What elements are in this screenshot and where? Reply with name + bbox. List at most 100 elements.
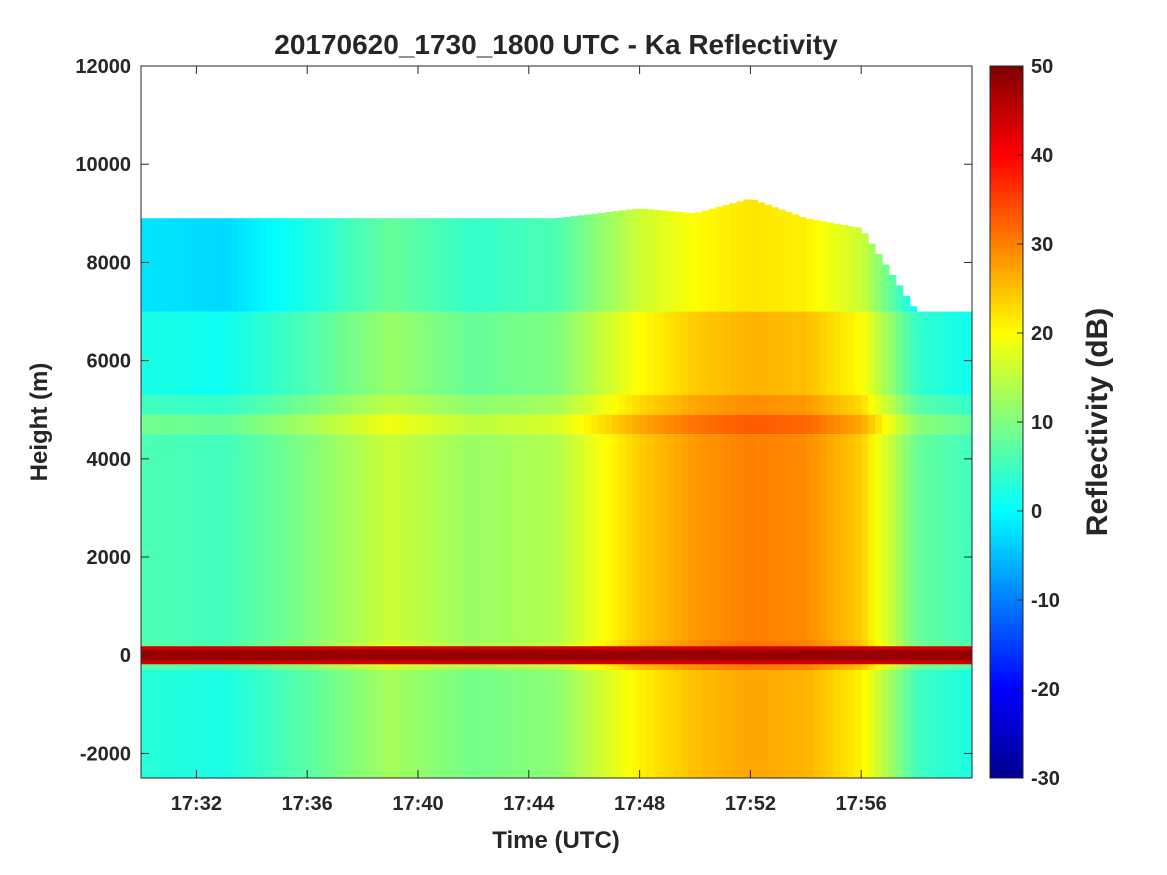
heatmap-cell <box>771 434 779 641</box>
heatmap-cell <box>549 414 558 435</box>
heatmap-cell <box>577 669 585 778</box>
x-tick-label: 17:44 <box>503 793 555 815</box>
heatmap-cell <box>383 311 391 395</box>
heatmap-cell <box>355 218 364 312</box>
heatmap-cell <box>646 209 655 312</box>
heatmap-cell <box>528 669 537 778</box>
heatmap-cell <box>327 669 336 778</box>
heatmap-cell <box>667 211 675 312</box>
heatmap-cell <box>258 311 267 395</box>
heatmap-cell <box>861 311 869 395</box>
heatmap-cell <box>916 434 925 641</box>
heatmap-cell <box>411 669 419 778</box>
heatmap-cell <box>888 394 897 415</box>
heatmap-cell <box>625 311 634 395</box>
heatmap-cell <box>279 218 288 312</box>
heatmap-cell <box>327 394 336 415</box>
heatmap-cell <box>577 311 585 395</box>
plot-area <box>141 66 972 778</box>
heatmap-cell <box>431 311 440 395</box>
heatmap-cell <box>812 394 821 415</box>
heatmap-cell <box>618 394 627 415</box>
heatmap-cell <box>812 220 821 312</box>
heatmap-cell <box>286 669 294 778</box>
heatmap-cell <box>764 414 772 435</box>
heatmap-cell <box>203 218 211 312</box>
heatmap-cell <box>604 311 613 395</box>
heatmap-cell <box>411 414 419 435</box>
heatmap-cell <box>736 394 745 415</box>
heatmap-cell <box>231 669 239 778</box>
heatmap-cell <box>681 669 689 778</box>
heatmap-cell <box>487 434 495 641</box>
heatmap-cell <box>224 311 232 395</box>
heatmap-cell <box>695 394 703 415</box>
heatmap-cell <box>611 434 620 641</box>
heatmap-cell <box>383 669 391 778</box>
heatmap-cell <box>611 669 620 778</box>
heatmap-cell <box>438 669 447 778</box>
heatmap-cell <box>937 669 945 778</box>
heatmap-cell <box>528 434 537 641</box>
heatmap-cell <box>743 414 751 435</box>
heatmap-cell <box>445 311 454 395</box>
heatmap-cell <box>182 311 191 395</box>
heatmap-cell <box>798 434 807 641</box>
heatmap-cell <box>210 434 218 641</box>
heatmap-cell <box>701 414 710 435</box>
colorbar-tick-label: 0 <box>1031 501 1042 523</box>
heatmap-cell <box>785 394 793 415</box>
heatmap-cell <box>944 434 952 641</box>
heatmap-cell <box>189 669 197 778</box>
heatmap-cell <box>466 311 474 395</box>
heatmap-cell <box>217 434 225 641</box>
heatmap-cell <box>757 669 765 778</box>
heatmap-cell <box>930 414 938 435</box>
heatmap-cell <box>895 394 904 415</box>
heatmap-cell <box>494 311 502 395</box>
heatmap-cell <box>791 669 800 778</box>
heatmap-cell <box>854 434 862 641</box>
heatmap-cell <box>798 311 807 395</box>
heatmap-cell <box>847 434 855 641</box>
heatmap-cell <box>549 394 558 415</box>
heatmap-cell <box>771 394 779 415</box>
heatmap-cell <box>376 669 384 778</box>
heatmap-cell <box>944 669 952 778</box>
heatmap-cell <box>833 414 842 435</box>
heatmap-cell <box>875 394 883 415</box>
heatmap-cell <box>487 311 495 395</box>
heatmap-cell <box>189 394 197 415</box>
heatmap-cell <box>881 394 890 415</box>
heatmap-cell <box>840 394 848 415</box>
heatmap-cell <box>321 434 329 641</box>
heatmap-cell <box>888 274 897 312</box>
heatmap-cell <box>736 201 745 312</box>
heatmap-cell <box>404 311 412 395</box>
heatmap-cell <box>404 218 412 312</box>
heatmap-cell <box>480 218 488 312</box>
heatmap-cell <box>300 218 308 312</box>
heatmap-cell <box>743 199 751 312</box>
heatmap-cell <box>251 394 260 415</box>
heatmap-cell <box>154 394 163 415</box>
heatmap-cell <box>376 414 384 435</box>
heatmap-cell <box>334 218 343 312</box>
heatmap-cell <box>847 669 855 778</box>
heatmap-cell <box>965 669 972 778</box>
heatmap-cell <box>556 394 565 415</box>
heatmap-cell <box>888 311 897 395</box>
heatmap-cell <box>348 414 357 435</box>
heatmap-cell <box>182 434 191 641</box>
heatmap-cell <box>556 217 565 312</box>
heatmap-cell <box>265 218 274 312</box>
heatmap-cell <box>944 414 952 435</box>
heatmap-cell <box>591 414 599 435</box>
heatmap-cell <box>244 434 253 641</box>
heatmap-cell <box>625 669 634 778</box>
heatmap-cell <box>819 221 828 312</box>
heatmap-cell <box>951 414 959 435</box>
heatmap-cell <box>251 218 260 312</box>
x-tick-label: 17:40 <box>392 793 443 815</box>
heatmap-cell <box>362 394 371 415</box>
